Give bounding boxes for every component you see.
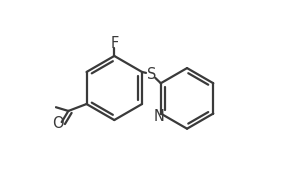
Text: F: F bbox=[110, 36, 118, 51]
Text: S: S bbox=[147, 67, 156, 82]
Text: N: N bbox=[154, 109, 164, 124]
Text: O: O bbox=[52, 116, 64, 131]
